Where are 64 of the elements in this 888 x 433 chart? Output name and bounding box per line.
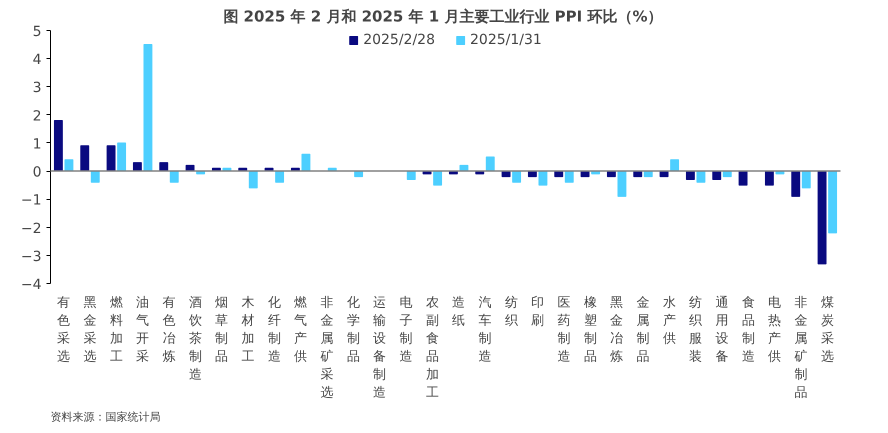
x-tick-label: 通用设备: [716, 296, 728, 364]
x-tick-label: 造纸: [452, 296, 466, 328]
bar: [80, 145, 90, 172]
bar: [143, 44, 152, 172]
bar: [64, 159, 74, 172]
x-tick-label: 非金属矿采选: [320, 296, 334, 400]
x-tick-label: 电热产供: [768, 296, 782, 364]
x-tick-label: 燃料加工: [110, 296, 123, 364]
y-tick-label: 3: [32, 80, 42, 96]
x-tick-label: 非金属矿制品: [794, 296, 808, 400]
bar: [106, 145, 116, 172]
legend-label: 2025/1/31: [470, 32, 542, 48]
bar: [512, 170, 522, 183]
y-tick-label: 5: [32, 24, 42, 40]
x-tick-label: 化纤制造: [268, 296, 281, 364]
bar: [54, 120, 63, 172]
x-tick-label: 纺织服装: [689, 296, 702, 364]
chart-title: 图 2025 年 2 月和 2025 年 1 月主要工业行业 PPI 环比（%）: [223, 8, 662, 26]
x-tick-label: 燃气产供: [294, 296, 308, 364]
x-tick-label: 有色冶炼: [162, 296, 176, 364]
y-tick-label: −1: [20, 192, 42, 209]
x-tick-label: 木材加工: [240, 296, 254, 364]
bar: [738, 170, 748, 186]
bar: [275, 170, 284, 183]
bar: [791, 170, 800, 197]
bar: [433, 170, 442, 186]
y-tick-label: −4: [20, 277, 42, 293]
y-tick-label: −3: [20, 248, 42, 265]
bar: [818, 170, 827, 264]
bar: [670, 159, 680, 172]
x-tick-label: 医药制造: [558, 296, 570, 364]
x-tick-label: 金属制品: [636, 296, 650, 364]
bar: [301, 154, 310, 172]
bar: [764, 170, 774, 186]
y-tick-label: 2: [32, 108, 42, 124]
x-tick-label: 电子制造: [400, 296, 412, 364]
bar: [617, 170, 626, 197]
x-tick-label: 油气开采: [136, 296, 150, 364]
y-tick-label: −2: [20, 220, 42, 237]
x-tick-label: 汽车制造: [478, 296, 492, 364]
x-tick-label: 化学制品: [346, 296, 360, 364]
x-tick-label: 黑金采选: [84, 296, 96, 364]
bar: [132, 162, 142, 172]
x-tick-label: 食品制造: [742, 296, 755, 364]
x-tick-label: 橡塑制品: [584, 296, 597, 364]
bar: [696, 170, 706, 183]
text: 资料来源：国家统计局: [50, 410, 160, 424]
bar: [538, 170, 548, 186]
x-tick-label: 黑金冶炼: [610, 296, 624, 364]
x-tick-label: 农副食品加工: [426, 296, 439, 400]
bar: [828, 170, 838, 234]
x-tick-label: 水产供: [662, 296, 676, 346]
y-tick-label: 4: [32, 52, 42, 68]
y-tick-label: 0: [32, 164, 42, 181]
x-tick-label: 煤炭采选: [820, 296, 834, 364]
y-tick-label: 1: [32, 136, 42, 152]
x-tick-label: 烟草制品: [215, 296, 228, 364]
x-tick-label: 有色采选: [57, 296, 70, 364]
x-tick-label: 酒饮茶制造: [188, 296, 202, 382]
x-tick-label: 运输设备制造: [373, 296, 386, 400]
x-tick-label: 纺织: [504, 296, 518, 328]
legend-label: 2025/2/28: [363, 32, 435, 48]
bar: [117, 142, 126, 172]
x-tick-label: 印刷: [531, 296, 544, 328]
